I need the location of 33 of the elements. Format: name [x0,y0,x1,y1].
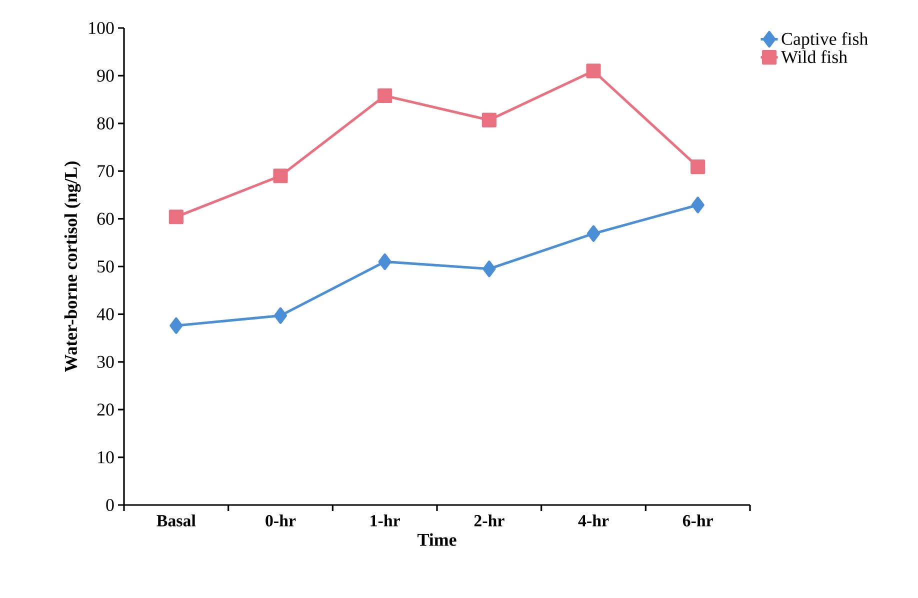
x-axis-title: Time [418,533,456,546]
point [482,112,496,128]
y-tick-label: 30 [97,356,114,368]
x-tick-label: 1-hr [370,514,400,526]
point [691,196,704,214]
y-tick-label: 80 [97,117,114,130]
point [378,88,392,104]
y-tick-label: 70 [98,165,114,178]
point [586,64,601,78]
x-tick-label: 2-hr [474,514,504,526]
y-tick-label: 10 [98,451,114,464]
legend-label: Captive fish [782,32,868,49]
y-tick-label: 50 [98,260,114,273]
point [273,168,288,184]
y-tick-label: 90 [97,70,114,82]
y-tick-label: 20 [97,404,114,416]
point [378,253,392,270]
point [482,260,496,278]
point [690,160,706,174]
x-tick-label: 4-hr [578,514,609,526]
y-tick-label: 100 [89,22,114,34]
point [168,210,184,224]
y-tick-label: 60 [97,212,114,225]
x-tick-label: 0-hr [266,514,296,526]
point [274,307,288,324]
point [170,317,183,334]
y-axis-title: Water-borne cortisol (ng/L) [64,162,81,372]
x-tick-label: Basal [156,514,196,526]
legend-label: Wild fish [781,50,848,64]
x-tick-label: 6-hr [682,514,713,526]
y-tick-label: 40 [96,308,114,320]
point [586,225,600,242]
y-tick-label: 0 [106,498,114,512]
